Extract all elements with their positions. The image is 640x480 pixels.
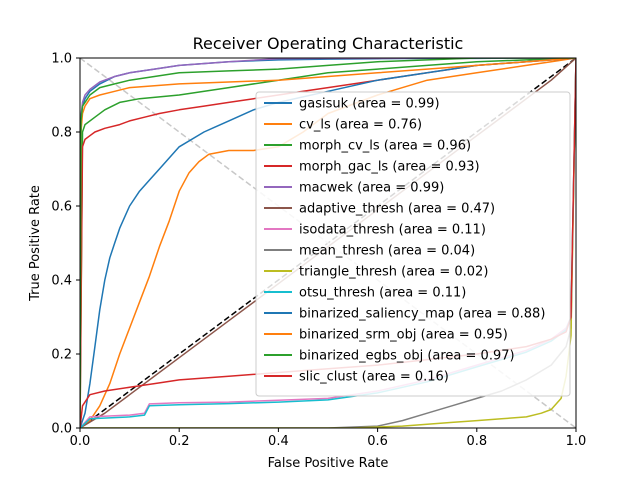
x-axis: 0.0 0.2 0.4 0.6 0.8 1.0 xyxy=(70,428,587,449)
legend-label: adaptive_thresh (area = 0.47) xyxy=(299,202,495,217)
legend-label: binarized_saliency_map (area = 0.88) xyxy=(299,307,545,322)
y-tick-label: 0.8 xyxy=(51,126,72,141)
legend-label: morph_gac_ls (area = 0.93) xyxy=(299,160,480,175)
y-axis: 0.0 0.2 0.4 0.6 0.8 1.0 xyxy=(51,52,80,437)
y-tick-label: 0.4 xyxy=(51,274,72,289)
x-tick-label: 0.2 xyxy=(169,434,190,449)
series-line-12 xyxy=(80,58,576,428)
series-line-10 xyxy=(80,58,576,428)
series-line-2 xyxy=(80,58,576,428)
x-tick-label: 1.0 xyxy=(566,434,587,449)
legend-label: macwek (area = 0.99) xyxy=(299,181,444,196)
x-tick-label: 0.8 xyxy=(466,434,487,449)
legend-label: gasisuk (area = 0.99) xyxy=(299,97,440,112)
legend-label: triangle_thresh (area = 0.02) xyxy=(299,265,488,280)
legend: gasisuk (area = 0.99) cv_ls (area = 0.76)… xyxy=(255,91,571,397)
x-tick-label: 0.6 xyxy=(367,434,388,449)
chart-title: Receiver Operating Characteristic xyxy=(193,34,464,53)
y-tick-label: 0.0 xyxy=(51,422,72,437)
y-tick-label: 0.6 xyxy=(51,200,72,215)
y-tick-label: 1.0 xyxy=(51,52,72,67)
series-line-1 xyxy=(80,58,576,428)
series-line-4 xyxy=(80,58,576,428)
axes-frame xyxy=(79,57,577,429)
legend-label: isodata_thresh (area = 0.11) xyxy=(299,223,486,238)
legend-box xyxy=(255,91,571,397)
legend-label: morph_cv_ls (area = 0.96) xyxy=(299,139,471,154)
legend-label: cv_ls (area = 0.76) xyxy=(299,118,422,133)
x-axis-label: False Positive Rate xyxy=(268,456,389,471)
x-tick-label: 0.0 xyxy=(70,434,91,449)
x-tick-label: 0.4 xyxy=(268,434,289,449)
legend-label: binarized_srm_obj (area = 0.95) xyxy=(299,328,508,343)
y-tick-label: 0.2 xyxy=(51,348,72,363)
series-line-11 xyxy=(80,58,576,428)
legend-label: binarized_egbs_obj (area = 0.97) xyxy=(299,349,515,364)
legend-label: slic_clust (area = 0.16) xyxy=(299,370,449,385)
y-axis-label: True Positive Rate xyxy=(28,185,43,302)
legend-label: otsu_thresh (area = 0.11) xyxy=(299,286,466,301)
legend-label: mean_thresh (area = 0.04) xyxy=(299,244,475,259)
